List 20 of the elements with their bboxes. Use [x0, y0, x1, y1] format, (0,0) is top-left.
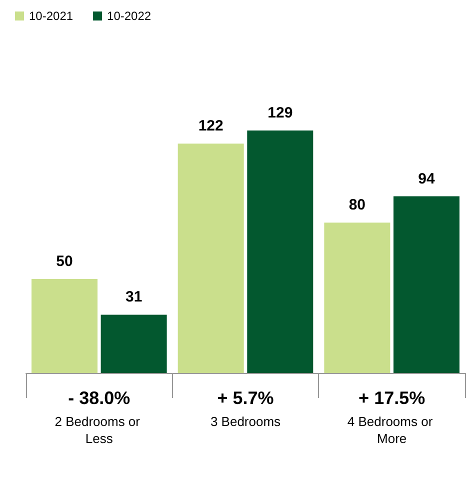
bar — [247, 130, 314, 373]
data-label: 129 — [268, 104, 293, 122]
x-tick-label: 4 Bedrooms or More — [347, 414, 436, 446]
data-label: 94 — [418, 170, 436, 188]
data-label: 50 — [56, 253, 73, 270]
data-label: 80 — [348, 196, 366, 214]
text: + 17.5% — [358, 388, 426, 408]
bar — [32, 279, 98, 373]
bar — [100, 314, 167, 373]
legend-label: 10-2021 — [29, 9, 74, 23]
bar — [393, 196, 460, 373]
bar — [178, 144, 244, 373]
data-label: 31 — [125, 288, 142, 306]
text: + 5.7% — [217, 388, 274, 408]
text: - 38.0% — [68, 388, 130, 408]
bar — [324, 222, 390, 373]
x-tick-label: 2 Bedrooms or Less — [54, 414, 144, 446]
x-tick-label: 3 Bedrooms — [210, 414, 282, 429]
legend-label: 10-2022 — [107, 9, 152, 23]
data-label: 122 — [198, 118, 224, 135]
